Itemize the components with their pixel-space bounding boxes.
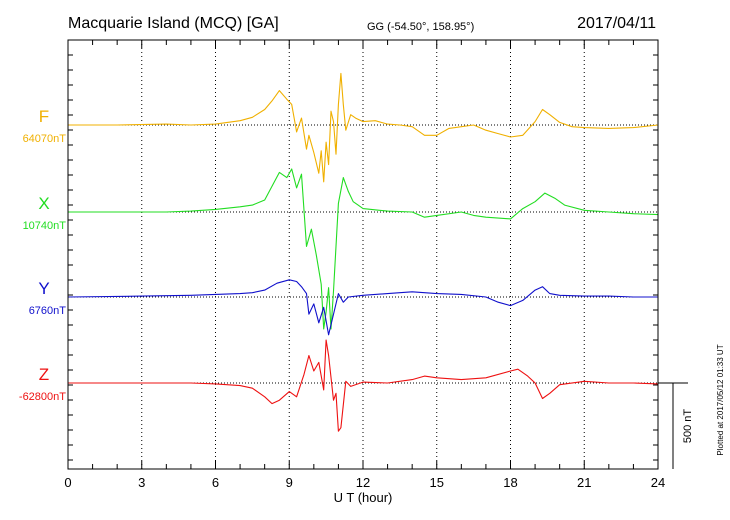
x-tick-label-15: 15 xyxy=(430,475,444,490)
series-name-y: Y xyxy=(38,279,49,298)
x-tick-label-24: 24 xyxy=(651,475,665,490)
x-tick-label-18: 18 xyxy=(503,475,517,490)
x-axis-label: U T (hour) xyxy=(334,490,393,505)
series-baseline-value-y: 6760nT xyxy=(29,305,67,317)
grid-lines xyxy=(141,40,585,469)
chart-date: 2017/04/11 xyxy=(577,15,656,32)
trace-z xyxy=(68,339,659,432)
x-tick-labels: 0 3 6 9 12 15 18 21 24 xyxy=(64,475,665,490)
series-baselines xyxy=(68,124,658,384)
trace-x xyxy=(68,168,659,330)
station-title: Macquarie Island (MCQ) [GA] xyxy=(68,15,279,32)
x-tick-label-0: 0 xyxy=(64,475,71,490)
series-name-x: X xyxy=(38,194,49,213)
series-labels: F 64070nT X 10740nT Y 6760nT Z -62800nT xyxy=(19,107,66,403)
trace-f xyxy=(68,72,659,183)
axis-ticks xyxy=(67,40,659,469)
trace-y xyxy=(67,279,658,336)
series-baseline-value-x: 10740nT xyxy=(23,220,67,232)
series-name-z: Z xyxy=(39,365,49,384)
scale-bar-label: 500 nT xyxy=(682,409,694,444)
x-tick-label-21: 21 xyxy=(577,475,591,490)
plotted-timestamp: Plotted at 2017/05/12 01:33 UT xyxy=(716,344,725,455)
station-coordinates: GG (-54.50°, 158.95°) xyxy=(367,21,474,33)
series-traces xyxy=(67,72,659,432)
x-tick-label-12: 12 xyxy=(356,475,370,490)
series-name-f: F xyxy=(39,107,49,126)
x-tick-label-9: 9 xyxy=(286,475,293,490)
scale-bar: 500 nT xyxy=(658,382,694,469)
x-tick-label-3: 3 xyxy=(138,475,145,490)
series-baseline-value-z: -62800nT xyxy=(19,391,66,403)
x-tick-label-6: 6 xyxy=(212,475,219,490)
series-baseline-value-f: 64070nT xyxy=(23,133,67,145)
